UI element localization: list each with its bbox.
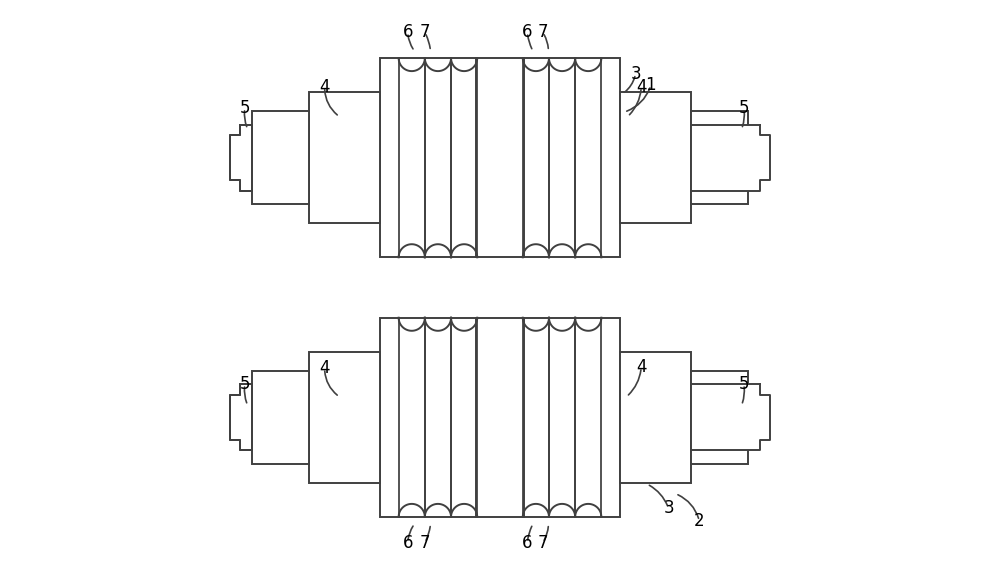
Bar bbox=[252, 371, 309, 464]
Text: 3: 3 bbox=[630, 65, 641, 83]
Polygon shape bbox=[230, 384, 252, 450]
Bar bbox=[691, 111, 748, 204]
Polygon shape bbox=[691, 125, 770, 191]
Text: 4: 4 bbox=[636, 78, 646, 96]
Text: 5: 5 bbox=[240, 99, 250, 117]
Bar bbox=[380, 58, 620, 258]
Text: 3: 3 bbox=[663, 500, 674, 518]
Text: 4: 4 bbox=[636, 358, 646, 376]
Text: 4: 4 bbox=[319, 78, 330, 96]
Bar bbox=[309, 352, 380, 483]
Text: 7: 7 bbox=[420, 24, 430, 41]
Text: 7: 7 bbox=[537, 534, 548, 551]
Text: 6: 6 bbox=[402, 534, 413, 551]
Text: 7: 7 bbox=[537, 24, 548, 41]
Bar bbox=[252, 111, 309, 204]
Text: 5: 5 bbox=[240, 375, 250, 393]
Text: 7: 7 bbox=[420, 534, 430, 551]
Text: 6: 6 bbox=[522, 24, 533, 41]
Text: 6: 6 bbox=[522, 534, 533, 551]
Text: 2: 2 bbox=[694, 512, 705, 530]
Polygon shape bbox=[691, 384, 770, 450]
Bar bbox=[620, 352, 691, 483]
Text: 5: 5 bbox=[738, 99, 749, 117]
Bar bbox=[309, 92, 380, 223]
Bar bbox=[380, 317, 620, 517]
Text: 5: 5 bbox=[738, 375, 749, 393]
Polygon shape bbox=[230, 125, 252, 191]
Bar bbox=[691, 371, 748, 464]
Text: 4: 4 bbox=[319, 359, 330, 377]
Text: 6: 6 bbox=[402, 24, 413, 41]
Text: 1: 1 bbox=[646, 76, 656, 94]
Bar bbox=[620, 92, 691, 223]
